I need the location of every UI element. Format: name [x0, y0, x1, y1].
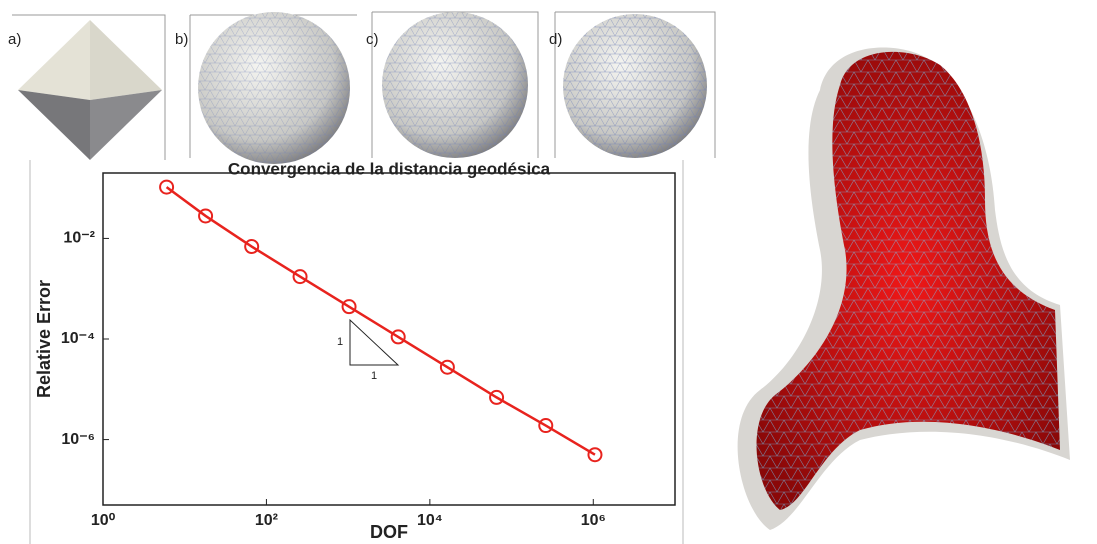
x-tick-label: 10⁴ — [417, 512, 443, 529]
panel-label: c) — [366, 31, 379, 48]
panel-label: b) — [175, 31, 188, 48]
mesh — [382, 12, 528, 158]
chart-title: Convergencia de la distancia geodésica — [228, 159, 551, 178]
x-axis-label: DOF — [370, 522, 408, 542]
x-tick-label: 10² — [255, 512, 278, 529]
panel-label: a) — [8, 31, 21, 48]
figure-frame — [30, 160, 683, 544]
mesh — [563, 14, 707, 158]
slope-triangle — [350, 320, 398, 365]
y-tick-label: 10⁻² — [63, 230, 95, 247]
panel-label: d) — [549, 31, 562, 48]
y-tick-label: 10⁻⁴ — [61, 330, 95, 347]
annotation: 1 — [337, 336, 343, 348]
y-tick-label: 10⁻⁶ — [61, 431, 95, 448]
x-tick-label: 10⁰ — [91, 512, 116, 529]
annotation: 1 — [371, 370, 377, 382]
mesh — [198, 12, 350, 164]
data-line — [167, 187, 595, 455]
figure: Convergencia de la distancia geodésica D… — [0, 0, 1097, 544]
surface-mesh — [738, 48, 1070, 530]
x-tick-label: 10⁶ — [581, 512, 606, 529]
y-axis-label: Relative Error — [34, 280, 54, 398]
octahedron — [18, 20, 162, 160]
